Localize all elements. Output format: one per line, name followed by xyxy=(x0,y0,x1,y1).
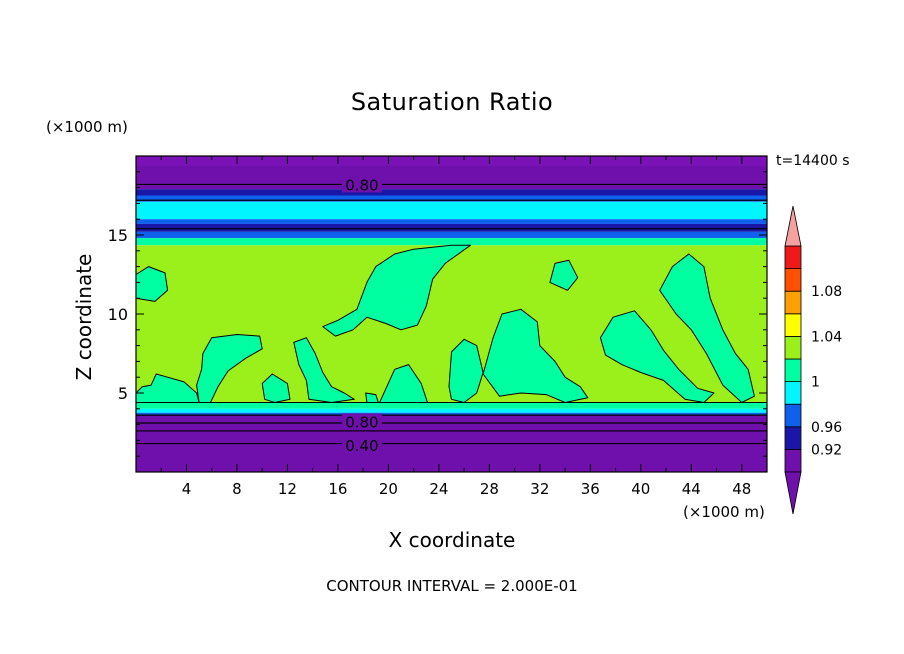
contour-label-bg-0 xyxy=(341,176,382,193)
fill-layer-1 xyxy=(136,165,767,190)
colorbar-label-3: 0.96 xyxy=(811,420,842,436)
colorbar: 1.08 1.04 1 0.96 0.92 xyxy=(784,205,842,515)
fill-layer-7 xyxy=(136,231,767,239)
colorbar-segment-1 xyxy=(784,426,802,450)
plot-contour-labels: 0.80 0.80 0.40 xyxy=(341,176,382,455)
x-tick-label-24: 24 xyxy=(429,480,448,498)
colorbar-segment-9 xyxy=(784,245,802,270)
colorbar-label-2: 1 xyxy=(811,375,820,391)
contour-region-3 xyxy=(659,253,755,403)
colorbar-label-0: 1.08 xyxy=(811,284,842,300)
fill-layer-10 xyxy=(136,402,767,409)
x-tick-label-4: 4 xyxy=(182,480,192,498)
fill-layer-2 xyxy=(136,189,767,196)
colorbar-segment-4 xyxy=(784,358,802,383)
fill-layer-5 xyxy=(136,219,767,224)
fill-layer-8 xyxy=(136,238,767,246)
x-tick-label-28: 28 xyxy=(480,480,499,498)
plot-blobs xyxy=(135,244,767,403)
contour-region-8 xyxy=(261,373,291,403)
contour-region-2 xyxy=(549,259,579,291)
contour-region-4 xyxy=(599,310,715,403)
x-tick-label-20: 20 xyxy=(379,480,398,498)
colorbar-label-4: 0.92 xyxy=(811,442,842,458)
y-tick-label-15: 15 xyxy=(108,226,128,245)
fill-layer-11 xyxy=(136,408,767,413)
x-tick-label-48: 48 xyxy=(732,480,751,498)
x-axis-label: X coordinate xyxy=(388,528,516,552)
colorbar-label-1: 1.04 xyxy=(811,329,842,345)
x-axis-unit: (×1000 m) xyxy=(683,503,765,521)
fill-layer-4 xyxy=(136,201,767,220)
contour-label-0: 0.80 xyxy=(345,176,378,194)
colorbar-segment-2 xyxy=(784,403,802,428)
colorbar-segment-0 xyxy=(784,448,802,473)
contour-region-9 xyxy=(293,337,355,403)
y-axis-unit: (×1000 m) xyxy=(46,118,128,136)
x-tick-label-36: 36 xyxy=(581,480,600,498)
colorbar-segment-6 xyxy=(784,313,802,337)
fill-layer-12 xyxy=(136,412,767,416)
contour-region-6 xyxy=(196,334,263,403)
colorbar-segment-7 xyxy=(784,290,802,315)
contour-label-1: 0.80 xyxy=(345,413,378,431)
contour-region-11 xyxy=(448,338,484,403)
colorbar-segment-3 xyxy=(784,381,802,405)
colorbar-segment-5 xyxy=(784,335,802,360)
fill-layer-0 xyxy=(136,156,767,166)
x-tick-label-16: 16 xyxy=(328,480,347,498)
fill-layer-3 xyxy=(136,195,767,202)
plot-contour-lines xyxy=(136,183,767,445)
x-tick-label-8: 8 xyxy=(232,480,242,498)
x-tick-label-40: 40 xyxy=(631,480,650,498)
colorbar-arrow-top xyxy=(784,205,802,247)
contour-label-2: 0.40 xyxy=(345,437,378,455)
chart-title: Saturation Ratio xyxy=(350,88,554,116)
plot-fill-layers xyxy=(136,156,767,472)
contour-interval-label: CONTOUR INTERVAL = 2.000E-01 xyxy=(326,577,578,595)
time-label: t=14400 s xyxy=(776,153,850,169)
y-tick-label-5: 5 xyxy=(118,384,128,403)
colorbar-segment-8 xyxy=(784,268,802,292)
contour-label-bg-2 xyxy=(341,437,382,454)
fill-layer-6 xyxy=(136,223,767,232)
x-tick-label-12: 12 xyxy=(278,480,297,498)
contour-label-bg-1 xyxy=(341,413,382,430)
contour-region-1 xyxy=(322,244,471,337)
x-tick-label-32: 32 xyxy=(530,480,549,498)
y-tick-label-10: 10 xyxy=(108,305,128,324)
contour-region-5 xyxy=(482,308,589,403)
x-tick-label-44: 44 xyxy=(682,480,701,498)
colorbar-arrow-bottom xyxy=(784,471,802,515)
